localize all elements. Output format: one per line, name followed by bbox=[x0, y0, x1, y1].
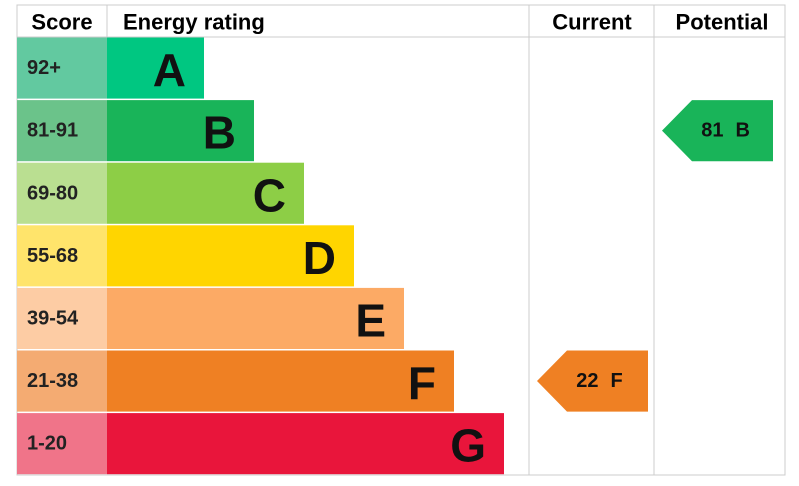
rating-bar bbox=[107, 350, 454, 412]
score-range: 1-20 bbox=[27, 433, 67, 455]
rating-bar bbox=[107, 413, 504, 475]
score-range: 39-54 bbox=[27, 307, 79, 329]
header: Current bbox=[552, 10, 632, 35]
rating-letter: E bbox=[355, 294, 386, 346]
score-range: 21-38 bbox=[27, 370, 78, 392]
current-arrow bbox=[537, 350, 648, 412]
potential-value: 81 bbox=[701, 120, 723, 142]
score-cell bbox=[17, 350, 107, 412]
score-range: 81-91 bbox=[27, 120, 78, 142]
header: Score bbox=[31, 10, 92, 35]
rating-bar bbox=[107, 37, 204, 99]
rating-letter: B bbox=[203, 107, 236, 159]
rating-letter: C bbox=[253, 169, 286, 221]
score-range: 92+ bbox=[27, 57, 61, 79]
header: Energy rating bbox=[123, 10, 265, 35]
current-value: 22 bbox=[576, 370, 598, 392]
header: Potential bbox=[676, 10, 769, 35]
score-cell bbox=[17, 100, 107, 162]
score-cell bbox=[17, 37, 107, 99]
current-rating: F bbox=[611, 370, 623, 392]
rating-letter: A bbox=[153, 44, 186, 96]
score-cell bbox=[17, 287, 107, 349]
rating-letter: F bbox=[408, 357, 436, 409]
score-cell bbox=[17, 225, 107, 287]
rating-bar bbox=[107, 225, 354, 287]
score-cell bbox=[17, 162, 107, 224]
score-cell bbox=[17, 413, 107, 475]
score-range: 69-80 bbox=[27, 182, 78, 204]
score-range: 55-68 bbox=[27, 245, 78, 267]
rating-letter: D bbox=[303, 232, 336, 284]
potential-rating: B bbox=[736, 120, 750, 142]
rating-bar bbox=[107, 287, 404, 349]
potential-arrow bbox=[662, 100, 773, 162]
rating-bar bbox=[107, 162, 304, 224]
rating-bar bbox=[107, 100, 254, 162]
rating-letter: G bbox=[450, 420, 486, 472]
